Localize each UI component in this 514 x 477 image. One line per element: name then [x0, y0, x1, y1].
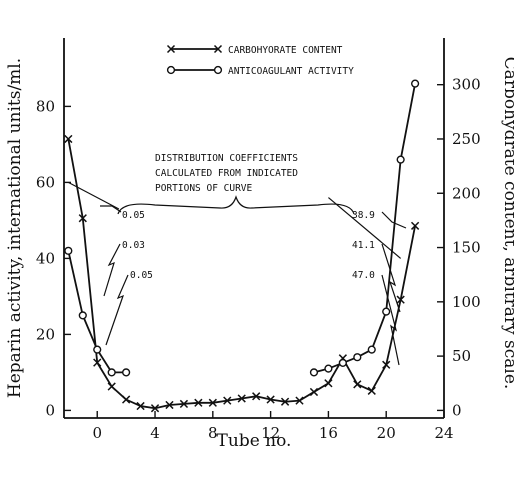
anticoagulant-point [93, 345, 102, 354]
anticoagulant-point [324, 364, 333, 373]
right-coefficient-1: 38.9 [352, 210, 375, 221]
left-pointer-2 [103, 243, 121, 297]
legend-circle-marker-b [213, 65, 223, 75]
y-left-tick-label: 60 [36, 173, 55, 191]
legend-x-marker-b [213, 44, 223, 54]
carbohydrate-point [208, 398, 217, 407]
x-tick-label: 20 [377, 424, 396, 442]
y-right-tick-label: 50 [452, 347, 471, 365]
carbohydrate-point [179, 399, 189, 409]
y-left-tick-label: 0 [45, 401, 55, 419]
carbohydrate-point [223, 396, 232, 405]
x-tick-label: 4 [150, 424, 160, 442]
anticoagulant-point [367, 345, 376, 354]
right-axis-ticks: 0 50 100 150 200 250 300 [437, 76, 481, 419]
anticoagulant-point [122, 368, 131, 377]
carbohydrate-point [93, 358, 102, 367]
x-tick-label: 0 [92, 424, 102, 442]
y-left-tick-label: 40 [36, 249, 55, 267]
anticoagulant-point [382, 307, 391, 316]
carbohydrate-point [107, 382, 116, 391]
right-coefficient-2: 41.1 [352, 240, 375, 251]
axes-frame [63, 38, 445, 419]
right-pointer-1 [381, 211, 407, 229]
left-pointer-3 [105, 274, 129, 346]
right-coefficient-3: 47.0 [352, 270, 375, 281]
left-coefficient-1: 0.05 [122, 210, 145, 221]
distribution-line-left [68, 181, 120, 210]
series-carbohydrate-content [64, 134, 420, 413]
carbohydrate-point [121, 395, 131, 404]
carbohydrate-point [280, 397, 290, 406]
annotation-title-line-1: DISTRIBUTION COEFFICIENTS [155, 153, 298, 164]
carbohydrate-point [252, 392, 261, 401]
carbohydrate-point [64, 134, 73, 144]
y-right-tick-label: 150 [452, 239, 481, 257]
legend-label-anticoagulant: ANTICOAGULANT ACTIVITY [228, 66, 354, 77]
anticoagulant-point [309, 368, 319, 377]
anticoagulant-point [338, 358, 347, 368]
left-coefficient-2: 0.03 [122, 240, 145, 251]
carbohydrate-point [78, 214, 87, 223]
x-axis-label: Tube no. [217, 431, 292, 451]
anticoagulant-point [78, 311, 87, 320]
x-axis-ticks: 0 4 8 12 16 20 24 [92, 411, 454, 442]
carbohydrate-point [367, 386, 376, 395]
anticoagulant-point [353, 353, 362, 362]
y-right-tick-label: 200 [452, 184, 481, 202]
left-axis-ticks: 0 20 40 60 80 [36, 97, 71, 419]
anticoagulant-point [411, 79, 420, 88]
anticoagulant-point [107, 368, 116, 377]
carbohydrate-point [324, 379, 333, 388]
x-tick-label: 24 [434, 424, 453, 442]
carbohydrate-point [396, 295, 405, 304]
annotation-title-line-3: PORTIONS OF CURVE [155, 183, 253, 194]
carbohydrate-point [266, 395, 275, 404]
annotation-brace [117, 195, 355, 215]
right-pointer-2 [381, 243, 401, 313]
carbohydrate-point [309, 387, 319, 397]
legend: CARBOHYORATE CONTENT ANTICOAGULANT ACTIV… [166, 44, 354, 77]
y-left-tick-label: 80 [36, 97, 55, 115]
legend-x-marker-a [166, 44, 176, 54]
y-right-tick-label: 100 [452, 293, 481, 311]
y-right-tick-label: 300 [452, 76, 481, 94]
carbohydrate-point [136, 401, 145, 411]
y-right-tick-label: 250 [452, 130, 481, 148]
y-axis-label-left: Heparin activity, international units/ml… [5, 58, 25, 398]
series-anticoagulant-activity [64, 79, 420, 377]
anticoagulant-point [64, 246, 73, 255]
distribution-line-right [328, 197, 402, 259]
carbohydrate-point [353, 380, 362, 389]
y-right-tick-label: 0 [452, 401, 462, 419]
annotation-title-line-2: CALCULATED FROM INDICATED [155, 168, 298, 179]
distribution-annotation: DISTRIBUTION COEFFICIENTS CALCULATED FRO… [100, 153, 407, 366]
carbohydrate-point [237, 394, 246, 403]
y-left-tick-label: 20 [36, 325, 55, 343]
carbohydrate-point [382, 360, 391, 369]
x-tick-label: 12 [261, 424, 280, 442]
carbohydrate-point [165, 400, 174, 410]
y-axis-label-right: Carbohydrate content, arbitrary scale. [500, 57, 514, 390]
anticoagulant-point [396, 155, 405, 164]
carbohydrate-point [150, 404, 160, 413]
carbohydrate-point [194, 398, 203, 407]
x-tick-label: 16 [319, 424, 338, 442]
carbohydrate-point [295, 396, 304, 405]
left-coefficient-3: 0.05 [130, 270, 153, 281]
carbohydrate-point [410, 221, 420, 230]
legend-circle-marker-a [166, 65, 176, 75]
x-tick-label: 8 [208, 424, 218, 442]
legend-label-carbohydrate: CARBOHYORATE CONTENT [228, 45, 343, 56]
